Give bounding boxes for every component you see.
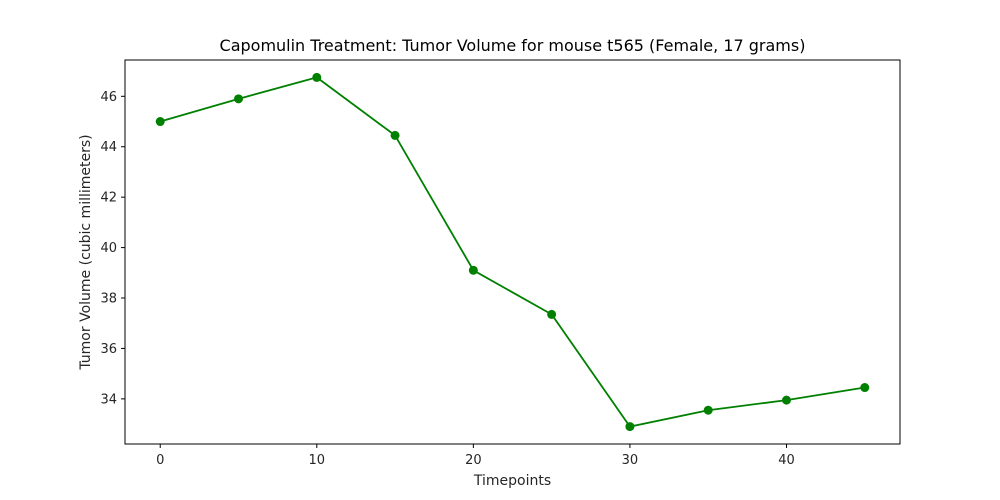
data-point — [703, 405, 713, 415]
x-tick-label: 30 — [622, 453, 639, 468]
x-tick-label: 40 — [778, 453, 795, 468]
y-tick-label: 42 — [100, 191, 117, 206]
y-axis-ticks: 34 36 38 40 42 44 46 — [100, 90, 125, 407]
data-point — [390, 130, 400, 140]
data-point — [468, 265, 478, 275]
series-layer — [155, 72, 870, 432]
x-tick-label: 10 — [309, 453, 326, 468]
chart-title: Capomulin Treatment: Tumor Volume for mo… — [220, 36, 806, 55]
data-point — [312, 72, 322, 82]
y-tick-label: 44 — [100, 140, 117, 155]
data-point — [860, 383, 870, 393]
y-tick-label: 38 — [100, 292, 117, 307]
y-axis-label: Tumor Volume (cubic millimeters) — [78, 134, 94, 370]
y-tick-label: 40 — [100, 241, 117, 256]
data-point — [234, 94, 244, 104]
x-axis-ticks: 0 10 20 30 40 — [156, 444, 795, 468]
y-tick-label: 34 — [100, 392, 117, 407]
data-point — [155, 117, 165, 127]
data-point — [781, 395, 791, 405]
x-tick-label: 20 — [465, 453, 482, 468]
x-axis-label: Timepoints — [473, 473, 551, 489]
y-tick-label: 46 — [100, 90, 117, 105]
series-line — [159, 76, 865, 428]
x-tick-label: 0 — [156, 453, 164, 468]
plot-area-frame — [124, 59, 901, 445]
data-point — [625, 422, 635, 432]
data-point — [547, 309, 557, 319]
y-tick-label: 36 — [100, 342, 117, 357]
